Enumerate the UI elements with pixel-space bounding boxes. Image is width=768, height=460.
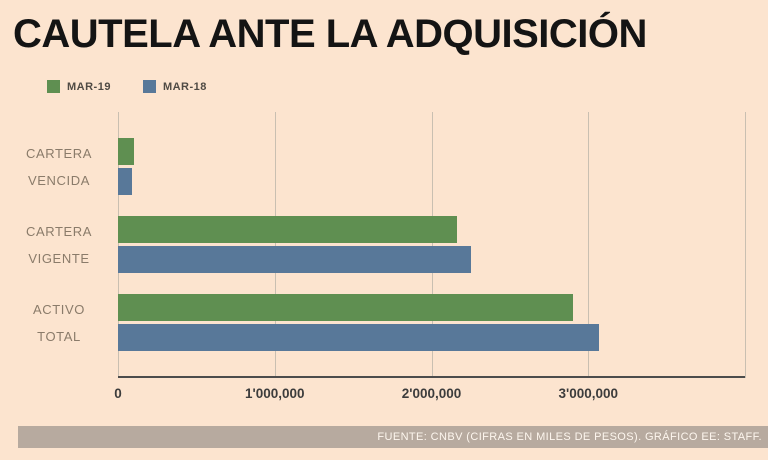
x-axis: 0 1'000,000 2'000,000 3'000,000 <box>114 378 745 412</box>
x-axis-line <box>118 376 745 378</box>
bar-group: ACTIVO TOTAL <box>0 294 768 351</box>
bar-group: CARTERA VENCIDA <box>0 138 768 195</box>
bar-group: CARTERA VIGENTE <box>0 216 768 273</box>
gridlines <box>118 112 746 378</box>
category-label-line: VIGENTE <box>28 250 90 266</box>
bar-mar-19 <box>118 138 134 165</box>
bar-mar-18 <box>118 168 133 195</box>
x-tick-label: 2'000,000 <box>401 386 462 401</box>
source-text: FUENTE: CNBV (CIFRAS EN MILES DE PESOS).… <box>377 431 762 443</box>
source-bar: FUENTE: CNBV (CIFRAS EN MILES DE PESOS).… <box>18 426 768 448</box>
chart-legend: MAR-19 MAR-18 <box>47 80 207 93</box>
category-label-line: VENCIDA <box>28 172 90 188</box>
gridline <box>588 112 590 378</box>
category-label: CARTERA VENCIDA <box>0 140 118 194</box>
category-label-line: CARTERA <box>25 223 93 239</box>
gridline <box>431 112 433 378</box>
x-tick-label: 3'000,000 <box>558 386 619 401</box>
bar-pair <box>118 294 745 351</box>
bar-pair <box>118 216 745 273</box>
category-label-line: TOTAL <box>37 328 81 344</box>
bar-mar-19 <box>118 294 573 321</box>
bar-mar-18 <box>118 324 600 351</box>
legend-item: MAR-18 <box>142 80 207 93</box>
category-label-line: ACTIVO <box>33 301 85 317</box>
legend-swatch-icon <box>47 80 60 93</box>
x-tick-label: 0 <box>114 386 122 401</box>
legend-label: MAR-19 <box>67 80 111 93</box>
bar-mar-18 <box>118 246 471 273</box>
category-label: CARTERA VIGENTE <box>0 218 118 272</box>
gridline <box>745 112 746 378</box>
bar-chart: CARTERA VENCIDA CARTERA VIGENTE ACTIVO TOTAL … <box>0 112 768 412</box>
category-label-line: CARTERA <box>25 145 93 161</box>
plot-area: CARTERA VENCIDA CARTERA VIGENTE ACTIVO TOTAL <box>0 112 768 378</box>
legend-item: MAR-19 <box>47 80 111 93</box>
legend-swatch-icon <box>142 80 156 93</box>
page-title: CAUTELA ANTE LA ADQUISICIÓN <box>13 12 647 56</box>
bar-groups: CARTERA VENCIDA CARTERA VIGENTE ACTIVO TOTAL <box>0 112 768 351</box>
bar-pair <box>118 138 745 195</box>
bar-mar-19 <box>118 216 457 243</box>
category-label: ACTIVO TOTAL <box>0 296 118 350</box>
gridline <box>118 112 119 378</box>
legend-label: MAR-18 <box>162 80 207 93</box>
x-tick-label: 1'000,000 <box>244 386 305 401</box>
gridline <box>274 112 276 378</box>
